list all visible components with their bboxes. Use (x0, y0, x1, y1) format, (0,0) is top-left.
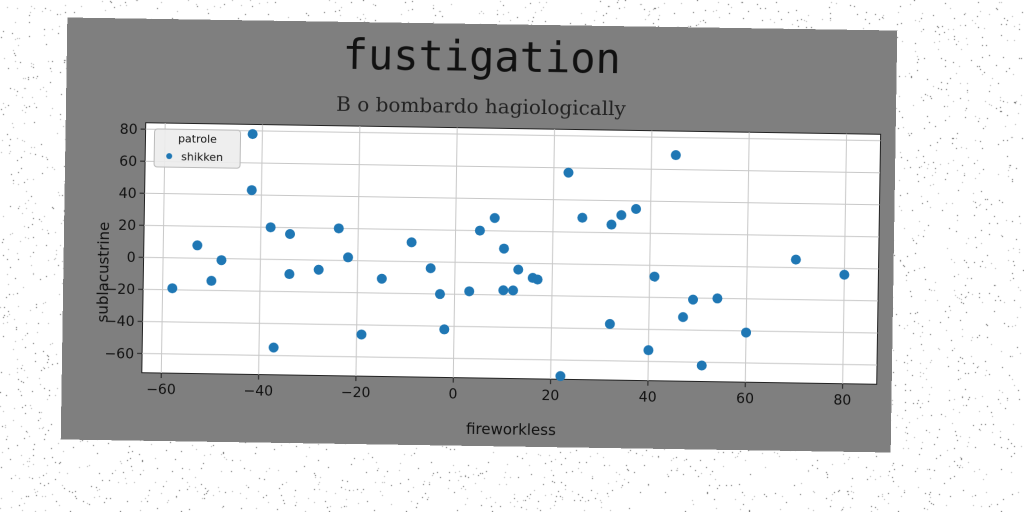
data-point (265, 222, 276, 233)
x-gridline (452, 127, 458, 378)
data-point (498, 285, 509, 296)
y-tick-label: 80 (120, 122, 138, 138)
legend-box (153, 128, 242, 169)
data-point (247, 129, 258, 140)
data-point (192, 240, 203, 251)
y-gridline (144, 192, 880, 206)
x-gridline (842, 133, 848, 384)
x-tick-label: 40 (639, 390, 657, 406)
data-point (790, 254, 801, 265)
data-point (333, 223, 344, 234)
data-point (406, 237, 417, 248)
data-point (839, 269, 850, 280)
x-tick-label: 60 (736, 391, 754, 407)
x-gridline (550, 129, 556, 380)
data-point (425, 263, 436, 274)
data-point (649, 271, 660, 282)
data-point (285, 229, 296, 240)
data-point (513, 264, 524, 275)
chart-figure: fustigation B o bombardo hagiologically … (60, 17, 898, 453)
legend-marker (166, 153, 173, 160)
data-point (167, 283, 178, 294)
y-gridline (145, 160, 881, 174)
data-point (696, 360, 707, 371)
y-gridline (143, 288, 879, 302)
y-tick-label: −60 (104, 346, 134, 362)
x-gridline (258, 124, 264, 375)
data-point (563, 167, 574, 178)
data-point (616, 210, 627, 221)
data-point (464, 286, 475, 297)
scatter-plot: −60 −40 −20 0 20 40 60 80 −60 −40 −20 0 20 40 60 80 patr… (104, 122, 882, 409)
data-point (670, 150, 681, 161)
x-tick-label: −60 (146, 382, 176, 398)
y-gridline (142, 320, 878, 334)
data-point (439, 324, 450, 335)
data-point (712, 293, 723, 304)
data-point (246, 185, 257, 196)
plot-area (141, 122, 882, 385)
legend-label: shikken (181, 150, 223, 164)
y-tick-label: −20 (105, 282, 135, 298)
x-gridline (744, 132, 750, 383)
data-point (508, 285, 519, 296)
x-tick-label: 80 (833, 393, 851, 409)
data-point (268, 342, 279, 353)
data-point (555, 371, 566, 382)
data-point (284, 269, 295, 280)
legend-title: patrole (178, 132, 217, 146)
data-point (678, 312, 689, 323)
y-tick-label: −40 (105, 314, 135, 330)
data-point (604, 318, 615, 329)
data-point (376, 273, 387, 284)
data-point (498, 243, 509, 254)
data-point (532, 274, 543, 285)
x-gridline (647, 130, 653, 381)
data-point (606, 219, 617, 230)
y-gridline (145, 128, 881, 142)
data-point (434, 289, 445, 300)
data-point (489, 212, 500, 223)
data-point (216, 255, 227, 266)
data-point (356, 329, 367, 340)
y-tick-label: 20 (118, 218, 136, 234)
x-tick-label: −20 (341, 385, 371, 401)
data-point (313, 264, 324, 275)
y-gridline (143, 256, 879, 270)
data-point (577, 212, 588, 223)
y-tick-label: 60 (119, 154, 137, 170)
data-point (206, 275, 217, 286)
data-point (643, 345, 654, 356)
data-point (343, 252, 354, 263)
x-axis-label: fireworkless (465, 419, 557, 440)
data-point (741, 327, 752, 338)
data-point (474, 225, 485, 236)
data-point (631, 203, 642, 214)
data-point (688, 294, 699, 305)
y-axis-label: sublacustrine (93, 221, 114, 323)
x-tick-label: −40 (243, 383, 273, 399)
y-tick-label: 40 (119, 186, 137, 202)
y-gridline (142, 352, 878, 366)
x-tick-label: 0 (448, 387, 457, 403)
x-tick-label: 20 (541, 388, 559, 404)
y-tick-label: 0 (127, 250, 136, 266)
